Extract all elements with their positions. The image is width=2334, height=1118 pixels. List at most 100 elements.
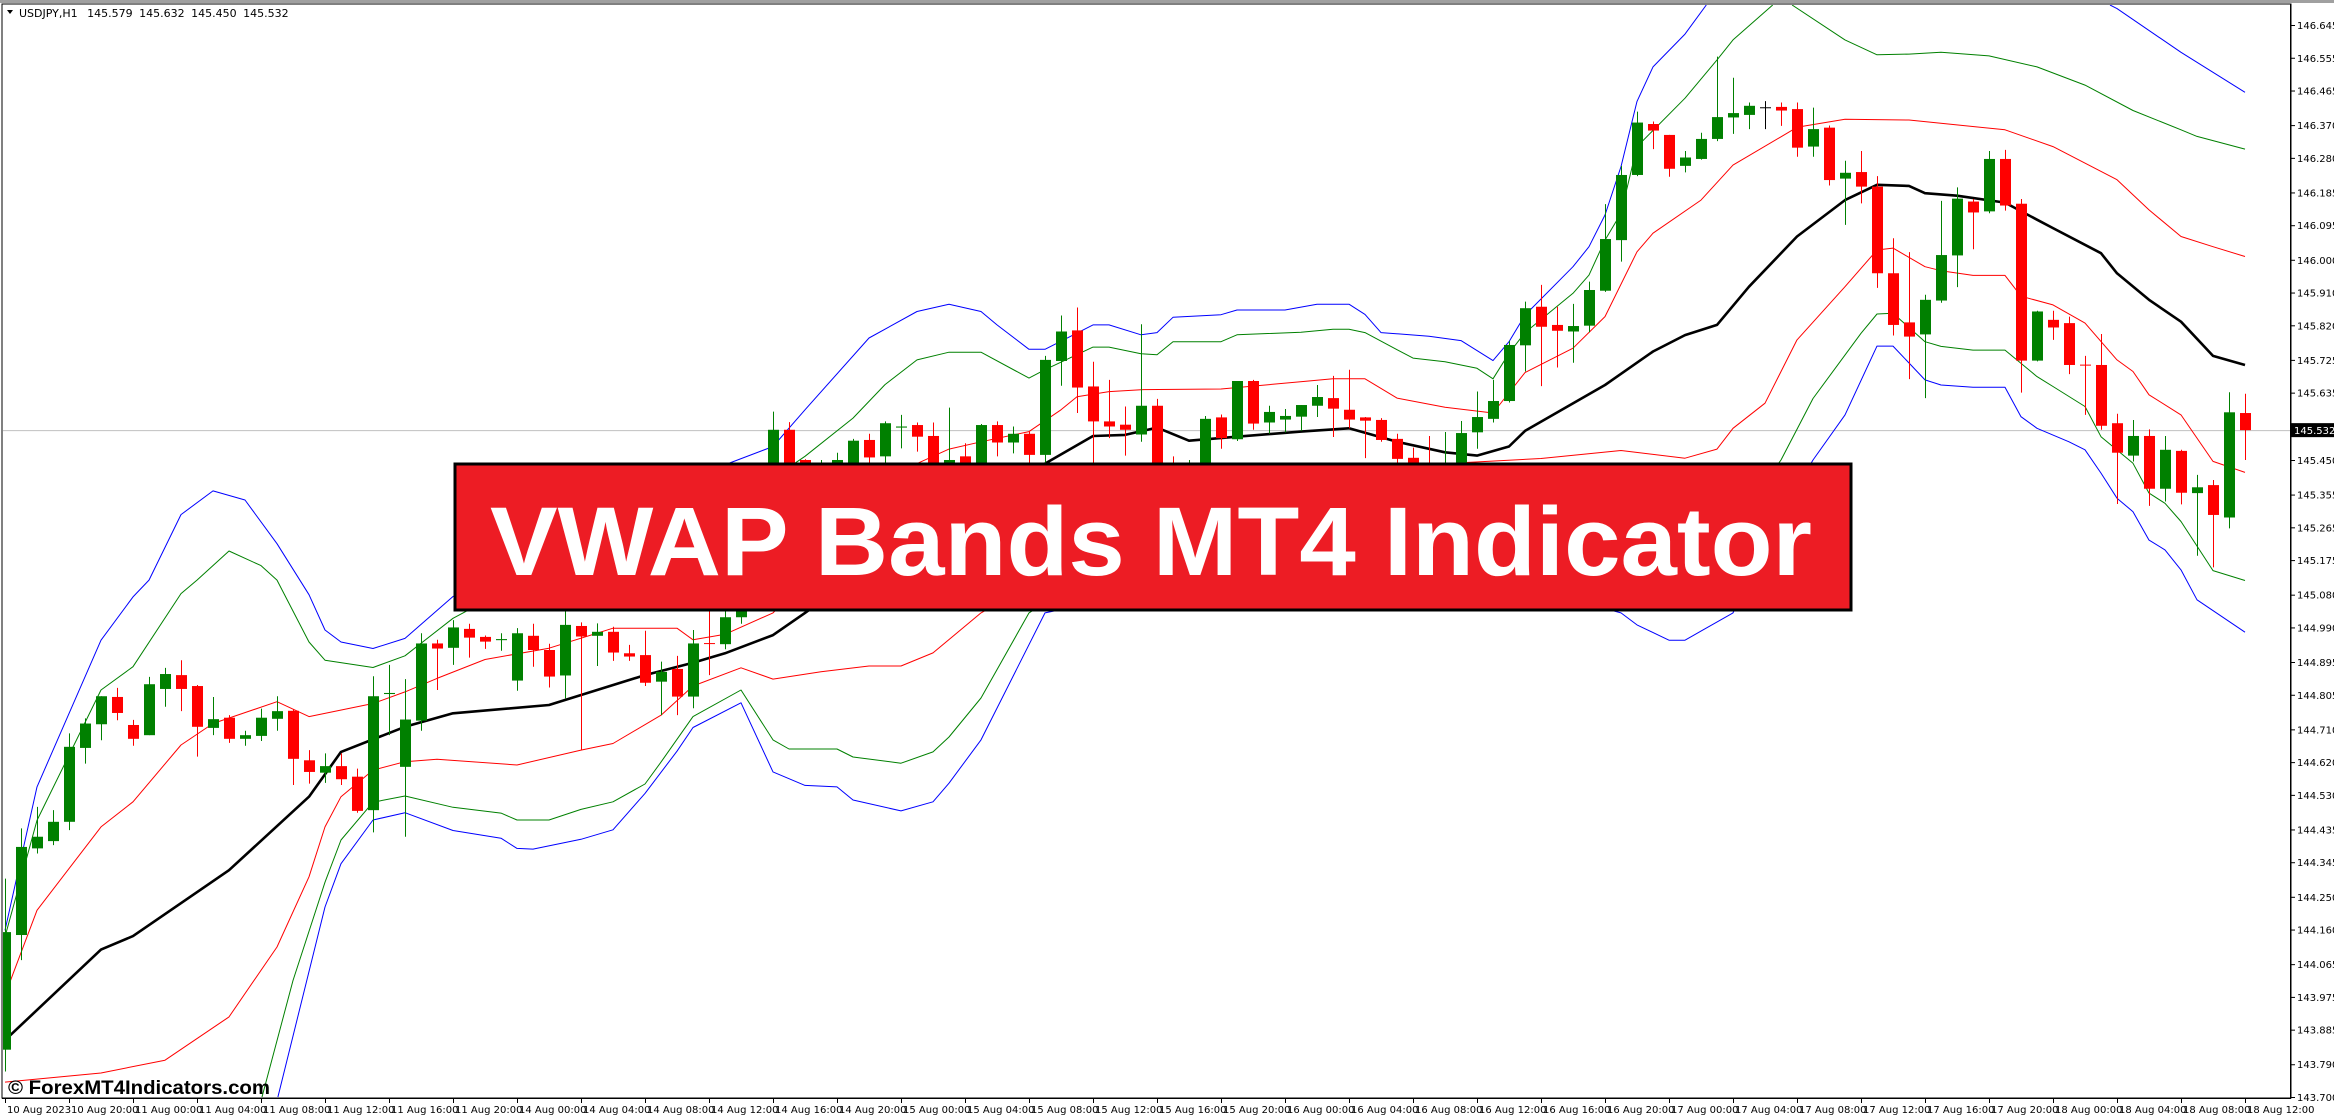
candle bbox=[1664, 134, 1675, 177]
candle-body bbox=[48, 821, 59, 842]
candle bbox=[384, 664, 395, 736]
candle-body bbox=[1200, 418, 1211, 464]
candle-body bbox=[1296, 405, 1307, 417]
price-tick-label: 145.175 bbox=[2297, 556, 2334, 567]
candle bbox=[1920, 294, 1931, 399]
candle bbox=[1520, 301, 1531, 372]
title-banner: VWAP Bands MT4 Indicator bbox=[453, 462, 1853, 612]
time-tick-label: 18 Aug 04:00 bbox=[2119, 1105, 2186, 1116]
time-tick-label: 15 Aug 04:00 bbox=[967, 1105, 1034, 1116]
candle bbox=[544, 643, 555, 688]
candle bbox=[912, 422, 923, 452]
candle-body bbox=[592, 631, 603, 636]
price-tick-label: 146.370 bbox=[2297, 121, 2334, 132]
candle-body bbox=[432, 643, 443, 649]
candle bbox=[1056, 315, 1067, 386]
candle bbox=[1760, 101, 1771, 130]
candle-body bbox=[208, 719, 219, 728]
candle-body bbox=[1088, 386, 1099, 422]
price-tick-label: 146.465 bbox=[2297, 87, 2334, 98]
price-tick-label: 144.065 bbox=[2297, 960, 2334, 971]
candle-body bbox=[1504, 344, 1515, 402]
candle bbox=[1776, 102, 1787, 126]
candle bbox=[1072, 307, 1083, 414]
candle bbox=[1088, 361, 1099, 464]
candle bbox=[528, 623, 539, 667]
candle bbox=[672, 655, 683, 716]
candle-body bbox=[1376, 419, 1387, 440]
candle bbox=[480, 635, 491, 649]
time-tick-label: 16 Aug 08:00 bbox=[1415, 1105, 1482, 1116]
triangle-down-icon[interactable] bbox=[7, 10, 13, 14]
price-axis[interactable]: 146.645 146.555 146.465 146.370 146.280 146.1… bbox=[2290, 4, 2334, 1104]
candle bbox=[688, 629, 699, 709]
candle bbox=[2032, 310, 2043, 362]
candle-body bbox=[3, 932, 11, 1050]
candle-body bbox=[976, 425, 987, 464]
candle bbox=[608, 626, 619, 661]
time-tick-label: 17 Aug 12:00 bbox=[1863, 1105, 1930, 1116]
banner-box bbox=[453, 462, 1853, 612]
candle bbox=[1328, 375, 1339, 438]
candle bbox=[1584, 281, 1595, 333]
banner-title: VWAP Bands MT4 Indicator bbox=[490, 487, 1812, 596]
price-tick-label: 143.790 bbox=[2297, 1060, 2334, 1071]
candle bbox=[304, 750, 315, 784]
ohlc-high: 145.632 bbox=[139, 7, 185, 20]
candle bbox=[640, 630, 651, 687]
price-tick-label: 144.710 bbox=[2297, 725, 2334, 736]
candle-body bbox=[1920, 299, 1931, 335]
price-tick-label: 144.620 bbox=[2297, 758, 2334, 769]
candle-body bbox=[1568, 326, 1579, 332]
time-tick-label: 14 Aug 04:00 bbox=[583, 1105, 650, 1116]
candle bbox=[1152, 398, 1163, 471]
price-tick-label: 145.910 bbox=[2297, 289, 2334, 300]
candle-body bbox=[2064, 323, 2075, 365]
candle-body bbox=[1344, 409, 1355, 420]
candle bbox=[496, 633, 507, 651]
candle-body bbox=[2144, 435, 2155, 489]
candle bbox=[48, 810, 59, 846]
candle-body bbox=[1904, 322, 1915, 337]
candle bbox=[352, 768, 363, 813]
time-tick-label: 15 Aug 08:00 bbox=[1031, 1105, 1098, 1116]
price-tick-label: 144.805 bbox=[2297, 691, 2334, 702]
candle-body bbox=[704, 643, 715, 645]
candle bbox=[64, 733, 75, 831]
price-tick-label: 144.990 bbox=[2297, 623, 2334, 634]
price-tick-label: 144.530 bbox=[2297, 791, 2334, 802]
candle bbox=[2112, 413, 2123, 505]
candle bbox=[96, 696, 107, 741]
candle bbox=[1952, 187, 1963, 288]
candle-body bbox=[1840, 172, 1851, 179]
candle bbox=[1744, 102, 1755, 130]
candle bbox=[448, 620, 459, 665]
candle-body bbox=[912, 425, 923, 437]
time-tick-label: 16 Aug 12:00 bbox=[1479, 1105, 1546, 1116]
candle-body bbox=[1648, 124, 1659, 131]
candle bbox=[1296, 405, 1307, 431]
candle-body bbox=[2240, 413, 2251, 431]
time-tick-label: 17 Aug 08:00 bbox=[1799, 1105, 1866, 1116]
candle bbox=[1888, 238, 1899, 336]
candle bbox=[1616, 165, 1627, 262]
candle bbox=[2000, 149, 2011, 211]
candle-body bbox=[1856, 172, 1867, 187]
candle-body bbox=[720, 617, 731, 645]
candle bbox=[1008, 426, 1019, 454]
candle-body bbox=[96, 696, 107, 725]
time-tick-label: 10 Aug 2023 bbox=[7, 1105, 71, 1116]
candle-body bbox=[1456, 433, 1467, 464]
candle bbox=[704, 609, 715, 676]
time-tick-label: 15 Aug 16:00 bbox=[1159, 1105, 1226, 1116]
time-tick-label: 11 Aug 08:00 bbox=[263, 1105, 330, 1116]
candle bbox=[464, 623, 475, 658]
candle bbox=[1840, 160, 1851, 225]
candle-body bbox=[2048, 319, 2059, 328]
candle-body bbox=[848, 440, 859, 468]
time-tick-label: 17 Aug 04:00 bbox=[1735, 1105, 1802, 1116]
candle bbox=[2080, 355, 2091, 415]
upper-band-2-line bbox=[4, 5, 2246, 937]
